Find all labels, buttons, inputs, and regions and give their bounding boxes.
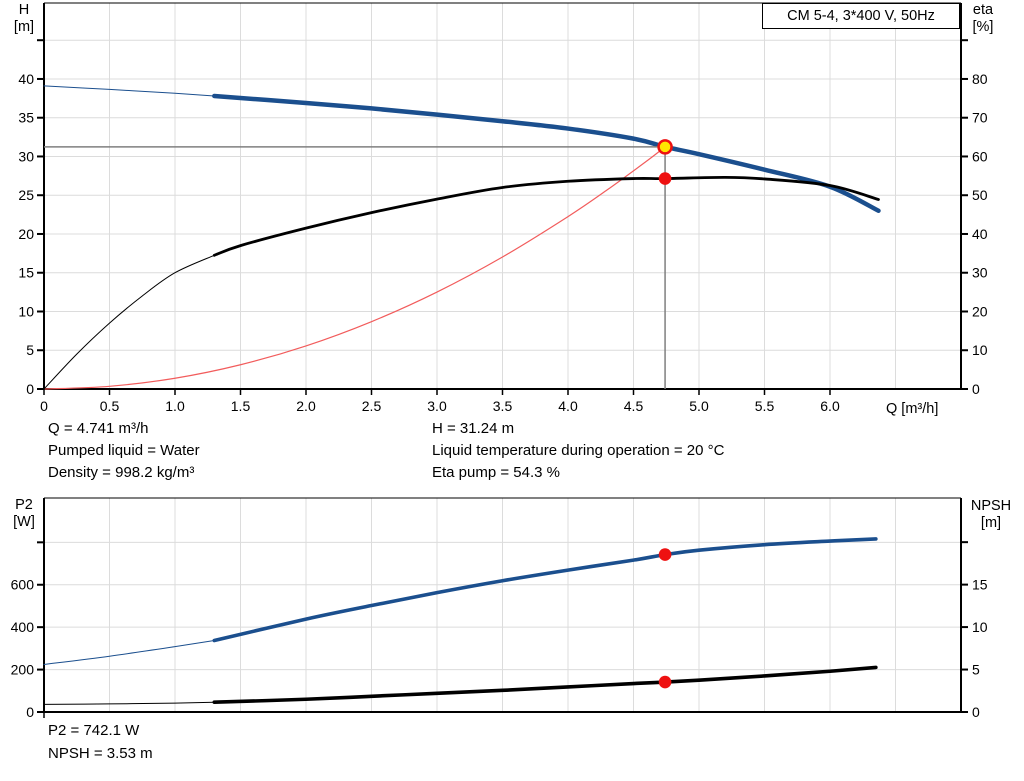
h-axis-unit: [m]	[13, 19, 35, 35]
npsh-axis-label: NPSH [m]	[960, 498, 1022, 532]
svg-text:60: 60	[972, 148, 988, 164]
svg-text:30: 30	[18, 148, 34, 164]
eta-axis-name: eta	[972, 2, 994, 18]
svg-text:10: 10	[972, 619, 988, 635]
svg-text:80: 80	[972, 71, 988, 87]
svg-text:0: 0	[26, 381, 34, 397]
svg-text:1.0: 1.0	[165, 398, 185, 414]
p2-point	[658, 548, 672, 561]
svg-text:5: 5	[972, 662, 980, 678]
p2-axis-unit: [W]	[13, 514, 35, 530]
svg-text:0.5: 0.5	[100, 398, 120, 414]
p2-axis-name: P2	[15, 497, 33, 513]
svg-text:15: 15	[18, 265, 34, 281]
svg-text:5: 5	[26, 342, 34, 358]
h-axis-name: H	[18, 2, 30, 18]
npsh-value: NPSH = 3.53 m	[48, 745, 153, 762]
svg-text:5.5: 5.5	[755, 398, 775, 414]
npsh-point	[658, 675, 672, 689]
svg-text:35: 35	[18, 110, 34, 126]
p2-axis-label: P2 [W]	[6, 497, 42, 531]
svg-text:50: 50	[972, 187, 988, 203]
duty-flow-value: Q = 4.741 m³/h	[48, 420, 149, 437]
pump-model-title: CM 5-4, 3*400 V, 50Hz	[762, 3, 960, 29]
eta-pump-value: Eta pump = 54.3 %	[432, 464, 560, 481]
svg-text:15: 15	[972, 577, 988, 593]
svg-text:400: 400	[11, 619, 35, 635]
svg-text:0: 0	[972, 704, 980, 720]
svg-text:25: 25	[18, 187, 34, 203]
svg-text:0: 0	[26, 704, 34, 720]
svg-text:600: 600	[11, 577, 35, 593]
liquid-temperature-value: Liquid temperature during operation = 20…	[432, 442, 725, 459]
svg-text:30: 30	[972, 265, 988, 281]
eta-point	[658, 172, 672, 185]
q-axis-title: Q [m³/h]	[886, 401, 939, 417]
h-axis-label: H [m]	[6, 2, 42, 36]
svg-text:0: 0	[40, 398, 48, 414]
npsh-axis-unit: [m]	[980, 515, 1002, 531]
svg-text:20: 20	[18, 226, 34, 242]
svg-text:20: 20	[972, 303, 988, 319]
eta-axis-label: eta [%]	[962, 2, 1004, 36]
svg-text:2.5: 2.5	[362, 398, 382, 414]
svg-text:10: 10	[972, 342, 988, 358]
density-value: Density = 998.2 kg/m³	[48, 464, 195, 481]
p2-value: P2 = 742.1 W	[48, 722, 140, 739]
svg-text:200: 200	[11, 662, 35, 678]
pumped-liquid-value: Pumped liquid = Water	[48, 442, 200, 459]
svg-text:6.0: 6.0	[820, 398, 840, 414]
svg-text:3.0: 3.0	[427, 398, 447, 414]
duty-point	[657, 139, 673, 155]
svg-text:70: 70	[972, 110, 988, 126]
svg-text:4.0: 4.0	[558, 398, 578, 414]
duty-head-value: H = 31.24 m	[432, 420, 515, 437]
svg-text:2.0: 2.0	[296, 398, 316, 414]
svg-text:3.5: 3.5	[493, 398, 513, 414]
svg-text:40: 40	[972, 226, 988, 242]
eta-axis-unit: [%]	[972, 19, 994, 35]
npsh-axis-name: NPSH	[970, 498, 1012, 514]
svg-text:40: 40	[18, 71, 34, 87]
svg-text:5.0: 5.0	[689, 398, 709, 414]
svg-text:1.5: 1.5	[231, 398, 251, 414]
svg-text:4.5: 4.5	[624, 398, 644, 414]
svg-text:10: 10	[18, 303, 34, 319]
svg-text:0: 0	[972, 381, 980, 397]
